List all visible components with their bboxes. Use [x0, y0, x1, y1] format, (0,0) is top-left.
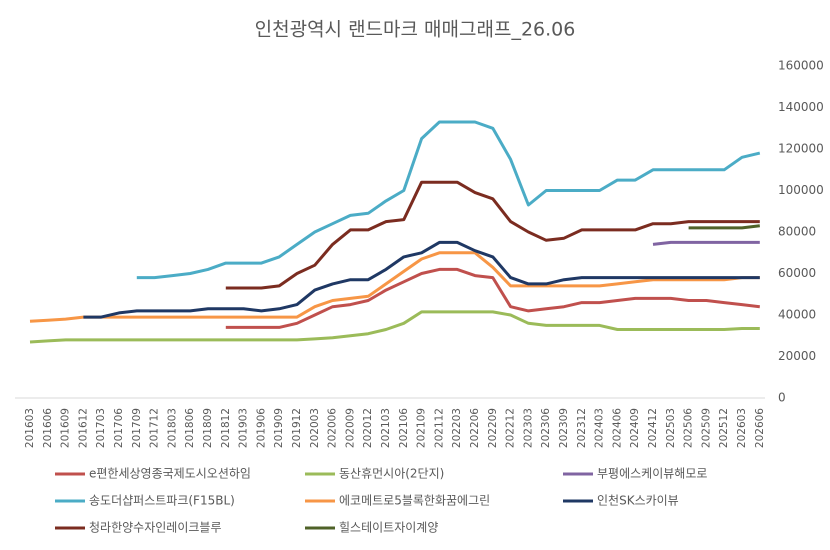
y-tick-label: 60000 — [778, 266, 816, 280]
legend-label: 힐스테이트자이계양 — [339, 521, 438, 535]
x-tick-label: 202603 — [736, 408, 748, 448]
x-tick-label: 201903 — [238, 408, 250, 448]
y-tick-label: 80000 — [778, 225, 816, 239]
x-tick-label: 201909 — [273, 408, 285, 448]
x-tick-label: 201906 — [255, 408, 267, 448]
series-line — [83, 240, 760, 319]
x-tick-label: 202606 — [754, 408, 766, 448]
legend-label: 송도더샵퍼스트파크(F15BL) — [89, 494, 235, 508]
x-tick-label: 202006 — [327, 408, 339, 448]
x-tick-label: 201609 — [60, 408, 72, 448]
series-line — [136, 120, 761, 280]
x-tick-label: 201803 — [166, 408, 178, 448]
x-tick-label: 202312 — [576, 408, 588, 448]
x-tick-label: 201709 — [131, 408, 143, 448]
x-tick-label: 201703 — [95, 408, 107, 448]
series-line — [29, 310, 760, 344]
x-tick-label: 202512 — [718, 408, 730, 448]
x-tick-label: 201706 — [113, 408, 125, 448]
x-tick-label: 202009 — [344, 408, 356, 448]
x-tick-label: 201809 — [202, 408, 214, 448]
legend-label: 동산휴먼시아(2단지) — [339, 467, 444, 481]
x-tick-label: 202203 — [451, 408, 463, 448]
x-tick-label: 201606 — [42, 408, 54, 448]
x-tick-label: 202403 — [594, 408, 606, 448]
x-tick-label: 202003 — [309, 408, 321, 448]
legend-label: e편한세상영종국제도시오션하임 — [89, 467, 251, 481]
x-tick-label: 202109 — [416, 408, 428, 448]
x-tick-label: 202412 — [647, 408, 659, 448]
x-tick-label: 202509 — [700, 408, 712, 448]
x-tick-label: 202112 — [433, 408, 445, 448]
legend-label: 청라한양수자인레이크블루 — [89, 521, 221, 535]
y-tick-label: 140000 — [778, 100, 824, 114]
x-tick-label: 202106 — [398, 408, 410, 448]
x-tick-label: 202303 — [522, 408, 534, 448]
x-tick-label: 201603 — [24, 408, 36, 448]
x-tick-label: 202409 — [629, 408, 641, 448]
x-tick-label: 201612 — [77, 408, 89, 448]
series-line — [225, 180, 760, 290]
x-tick-label: 201806 — [184, 408, 196, 448]
series-line — [225, 267, 760, 329]
x-tick-label: 201712 — [149, 408, 161, 448]
x-tick-label: 202503 — [665, 408, 677, 448]
y-tick-label: 100000 — [778, 183, 824, 197]
legend-label: 에코메트로5블록한화꿈에그린 — [339, 494, 490, 508]
series-line — [688, 224, 760, 230]
y-tick-label: 160000 — [778, 59, 824, 73]
x-tick-label: 202206 — [469, 408, 481, 448]
y-tick-label: 20000 — [778, 349, 816, 363]
series-line — [29, 251, 760, 323]
legend-label: 인천SK스카이뷰 — [597, 493, 679, 508]
y-tick-label: 40000 — [778, 308, 816, 322]
x-tick-label: 202309 — [558, 408, 570, 448]
x-tick-label: 202103 — [380, 408, 392, 448]
x-tick-label: 202012 — [362, 408, 374, 448]
x-tick-label: 202212 — [505, 408, 517, 448]
x-tick-label: 202506 — [683, 408, 695, 448]
legend-label: 부평에스케이뷰해모로 — [597, 467, 707, 481]
x-tick-label: 202306 — [540, 408, 552, 448]
x-tick-label: 202406 — [611, 408, 623, 448]
x-tick-label: 202209 — [487, 408, 499, 448]
series-line — [652, 240, 760, 246]
chart-title: 인천광역시 랜드마크 매매그래프_26.06 — [255, 19, 576, 41]
x-tick-label: 201912 — [291, 408, 303, 448]
x-tick-label: 201812 — [220, 408, 232, 448]
y-tick-label: 0 — [778, 391, 786, 405]
y-tick-label: 120000 — [778, 142, 824, 156]
